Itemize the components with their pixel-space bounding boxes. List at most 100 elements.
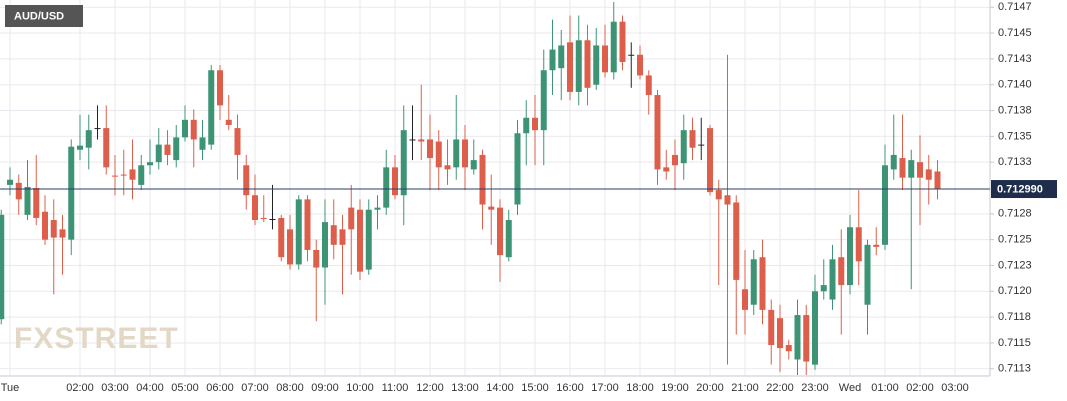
candle-body: [103, 128, 110, 168]
candle-body: [654, 95, 661, 170]
candle-body: [645, 75, 652, 96]
candle-body: [77, 145, 83, 150]
candle-body: [409, 139, 416, 141]
x-tick-label: 08:00: [276, 382, 304, 394]
candle-body: [803, 315, 810, 362]
candles: [0, 2, 941, 375]
candle-body: [15, 182, 22, 200]
candle-body: [742, 289, 748, 310]
candle-body: [155, 144, 162, 163]
candle-body: [864, 244, 871, 305]
x-tick-label: 15:00: [521, 382, 549, 394]
candle-body: [24, 186, 31, 215]
candle-body: [847, 227, 853, 286]
candle-body: [680, 130, 687, 164]
candle-body: [427, 139, 433, 159]
candle-body: [138, 165, 145, 185]
candle-body: [33, 188, 40, 218]
candle-body: [917, 162, 923, 178]
candle-body: [453, 139, 460, 168]
candle-body: [750, 259, 757, 305]
candle-body: [225, 119, 232, 125]
y-tick-label: 0.7113: [998, 363, 1031, 375]
candle-body: [707, 128, 713, 193]
x-tick-label: 22:00: [766, 382, 794, 394]
y-tick-label: 0.7145: [998, 27, 1032, 39]
x-tick-label: 06:00: [206, 382, 234, 394]
candle-body: [278, 217, 285, 258]
y-tick-label: 0.7147: [998, 1, 1032, 13]
y-tick-label: 0.7120: [998, 285, 1032, 297]
candle-body: [287, 229, 293, 265]
candle-body: [50, 220, 57, 238]
candle-body: [724, 195, 731, 205]
candle-body: [129, 169, 136, 180]
x-tick-label: Wed: [839, 382, 861, 394]
candle-body: [383, 167, 390, 208]
candle-body: [602, 45, 608, 73]
x-tick-label: 09:00: [311, 382, 339, 394]
candle-body: [637, 54, 643, 76]
candle-body: [785, 345, 792, 352]
candle-body: [567, 42, 573, 92]
candle-body: [462, 139, 468, 168]
symbol-badge: [5, 5, 83, 27]
candle-body: [532, 117, 538, 131]
candle-body: [243, 165, 250, 196]
candle-body: [68, 146, 75, 240]
candle-body: [575, 40, 582, 92]
candle-body: [890, 154, 897, 170]
candle-body: [838, 257, 845, 286]
candle-body: [365, 209, 372, 270]
y-tick-label: 0.7133: [998, 156, 1032, 168]
candle-body: [488, 206, 495, 210]
x-tick-label: 13:00: [451, 382, 479, 394]
candle-body: [794, 315, 801, 360]
candle-body: [313, 249, 320, 268]
candle-body: [94, 128, 101, 130]
candle-body: [505, 220, 512, 258]
candle-body: [584, 40, 591, 88]
candle-body: [759, 257, 766, 310]
x-tick-label: 18:00: [626, 382, 654, 394]
candle-body: [208, 70, 215, 145]
axes: 0.7147 0.7145 0.7143 0.7140 0.7138 0.7135 0.71…: [0, 1, 1057, 394]
candle-body: [435, 141, 442, 168]
x-tick-label: 14:00: [486, 382, 514, 394]
x-tick-label: 21:00: [731, 382, 759, 394]
watermark: FXSTREET: [14, 322, 179, 355]
candle-body: [523, 117, 530, 134]
plot-area: [0, 0, 990, 376]
x-tick-label: 12:00: [416, 382, 444, 394]
x-tick-label: 03:00: [941, 382, 969, 394]
y-tick-label: 0.7115: [998, 337, 1031, 349]
candle-body: [348, 207, 355, 230]
candle-body: [164, 144, 171, 155]
candle-body: [147, 162, 153, 166]
x-tick-label: 02:00: [66, 382, 94, 394]
candle-body: [689, 130, 696, 148]
candle-body: [304, 199, 311, 250]
candle-body: [260, 217, 267, 219]
y-tick-label: 0.7140: [998, 79, 1032, 91]
last-price-label: 0.712990: [997, 183, 1043, 195]
candle-body: [873, 244, 880, 247]
candle-body: [777, 318, 783, 349]
candle-body: [418, 139, 425, 142]
candle-body: [514, 133, 521, 205]
candle-body: [59, 229, 66, 238]
y-tick-label: 0.7138: [998, 104, 1032, 116]
candle-body: [698, 144, 705, 146]
candle-body: [112, 175, 118, 177]
y-tick-label: 0.7118: [998, 311, 1031, 323]
candle-body: [330, 225, 337, 245]
candle-body: [295, 199, 302, 265]
x-tick-label: 02:00: [906, 382, 934, 394]
candle-body: [190, 119, 197, 140]
candle-body: [42, 211, 48, 240]
x-tick-label: 07:00: [241, 382, 269, 394]
candle-body: [733, 202, 740, 280]
candle-body: [374, 207, 381, 210]
x-tick-label: 17:00: [591, 382, 619, 394]
candle-body: [479, 154, 486, 205]
